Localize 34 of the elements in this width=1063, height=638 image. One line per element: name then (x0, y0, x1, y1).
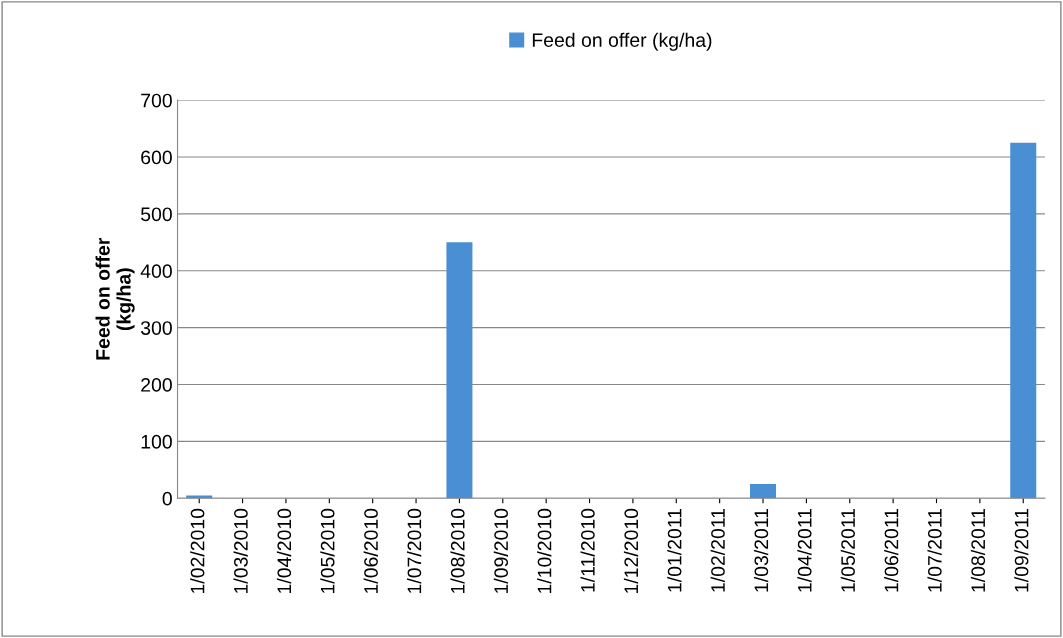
y-tick-label: 200 (141, 378, 172, 392)
y-tick-label: 400 (140, 264, 172, 279)
y-tick-label: 600 (141, 150, 172, 165)
bar (750, 484, 777, 499)
legend-label: Feed on offer (kg/ha) (532, 32, 712, 51)
x-tick-label: 1/06/2010 (363, 508, 378, 594)
x-tick-label: 1/08/2011 (970, 508, 986, 592)
x-tick-label: 1/08/2010 (450, 508, 465, 594)
x-tick-label: 1/07/2011 (927, 508, 942, 592)
x-tick-label: 1/07/2010 (407, 508, 422, 594)
x-tick-label: 1/12/2010 (623, 508, 639, 594)
x-tick-label: 1/06/2011 (884, 508, 899, 592)
x-tick-label: 1/03/2010 (233, 508, 248, 594)
x-tick-label: 1/02/2010 (190, 508, 205, 594)
x-tick-label: 1/05/2010 (320, 508, 335, 594)
y-tick-label: 300 (140, 321, 172, 335)
x-tick-label: 1/09/2010 (493, 508, 509, 594)
x-tick-label: 1/05/2011 (840, 508, 855, 592)
bar (186, 495, 213, 499)
x-tick-label: 1/04/2011 (797, 508, 812, 592)
bar (446, 242, 473, 499)
x-tick-label: 1/01/2011 (667, 508, 682, 592)
x-tick-label: 1/10/2010 (537, 508, 552, 594)
x-tick-label: 1/02/2011 (710, 508, 725, 592)
x-tick-label: 1/11/2010 (580, 508, 595, 592)
bar (1010, 142, 1037, 499)
y-tick-label: 700 (141, 93, 172, 108)
x-tick-label: 1/03/2011 (753, 508, 769, 592)
y-axis-title: Feed on offer (kg/ha) (95, 237, 135, 360)
y-tick-label: 100 (141, 434, 172, 449)
y-tick-label: 0 (162, 491, 172, 506)
x-tick-label: 1/04/2010 (276, 508, 292, 594)
x-tick-label: 1/09/2011 (1014, 508, 1029, 592)
y-tick-label: 500 (141, 207, 172, 222)
